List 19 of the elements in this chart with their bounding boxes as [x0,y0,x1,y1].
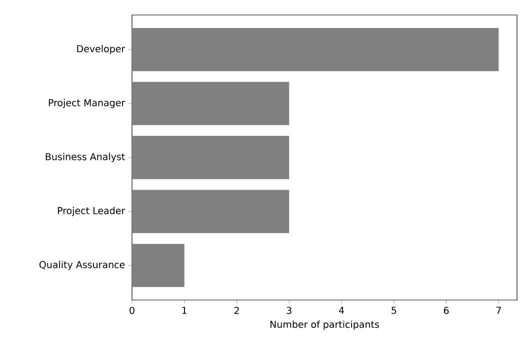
bar [132,244,184,288]
y-tick-label: Project Manager [48,98,126,108]
x-tick-label: 6 [444,306,449,314]
x-tick-label: 0 [130,306,134,314]
bar [132,82,290,126]
bar [132,190,290,234]
y-tick-label: Project Leader [58,206,126,216]
bar [132,136,290,180]
y-tick-label: Business Analyst [46,152,125,162]
y-tick-label: Developer [77,44,126,54]
bar [132,28,499,72]
x-tick-label: 1 [182,306,187,314]
x-tick-label: 5 [392,306,396,314]
y-tick-label: Quality Assurance [39,260,125,270]
x-tick-label: 3 [286,306,292,314]
x-axis-title: Number of participants [270,320,379,330]
x-tick-label: 7 [496,306,501,314]
x-tick-label: 2 [234,306,239,314]
x-tick-label: 4 [338,306,344,314]
